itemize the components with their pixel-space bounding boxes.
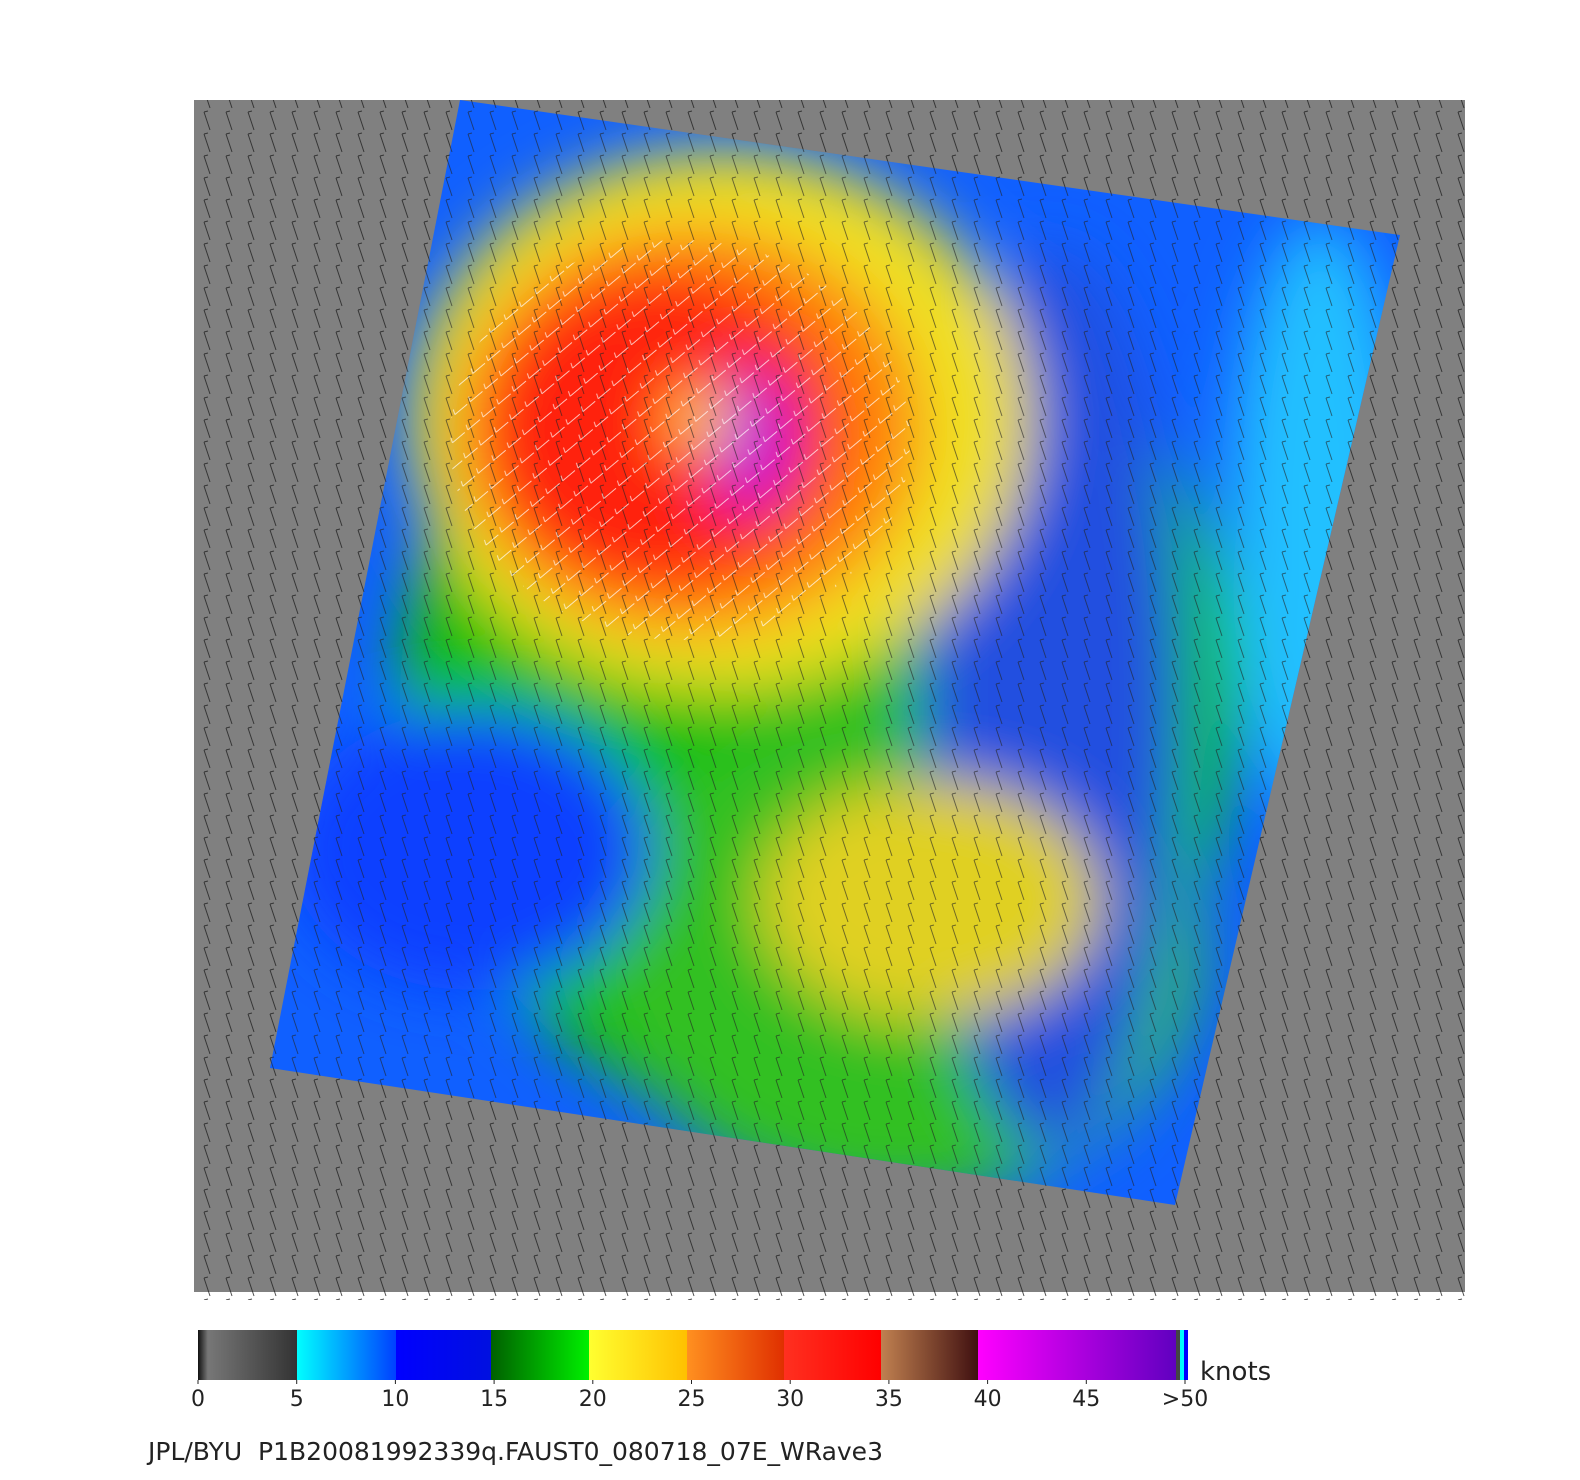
tick-label: 45	[1072, 1387, 1100, 1412]
caption: JPL/BYU P1B20081992339q.FAUST0_080718_07…	[146, 1437, 883, 1466]
tick-label: 0	[191, 1387, 205, 1412]
colorbar	[198, 1330, 1188, 1380]
tick-label: >50	[1162, 1387, 1208, 1412]
tick-label: 25	[678, 1387, 706, 1412]
tick-label: 10	[381, 1387, 409, 1412]
unit-label: knots	[1200, 1357, 1271, 1387]
tick-label: 30	[776, 1387, 804, 1412]
colorbar-ticks: 0 5 10 15 20 25 30 35 40 45 >50	[191, 1380, 1208, 1412]
tick-label: 5	[290, 1387, 304, 1412]
tick-label: 35	[875, 1387, 903, 1412]
tick-label: 20	[579, 1387, 607, 1412]
wind-swath	[270, 100, 1400, 1205]
tick-label: 40	[974, 1387, 1002, 1412]
tick-label: 15	[480, 1387, 508, 1412]
